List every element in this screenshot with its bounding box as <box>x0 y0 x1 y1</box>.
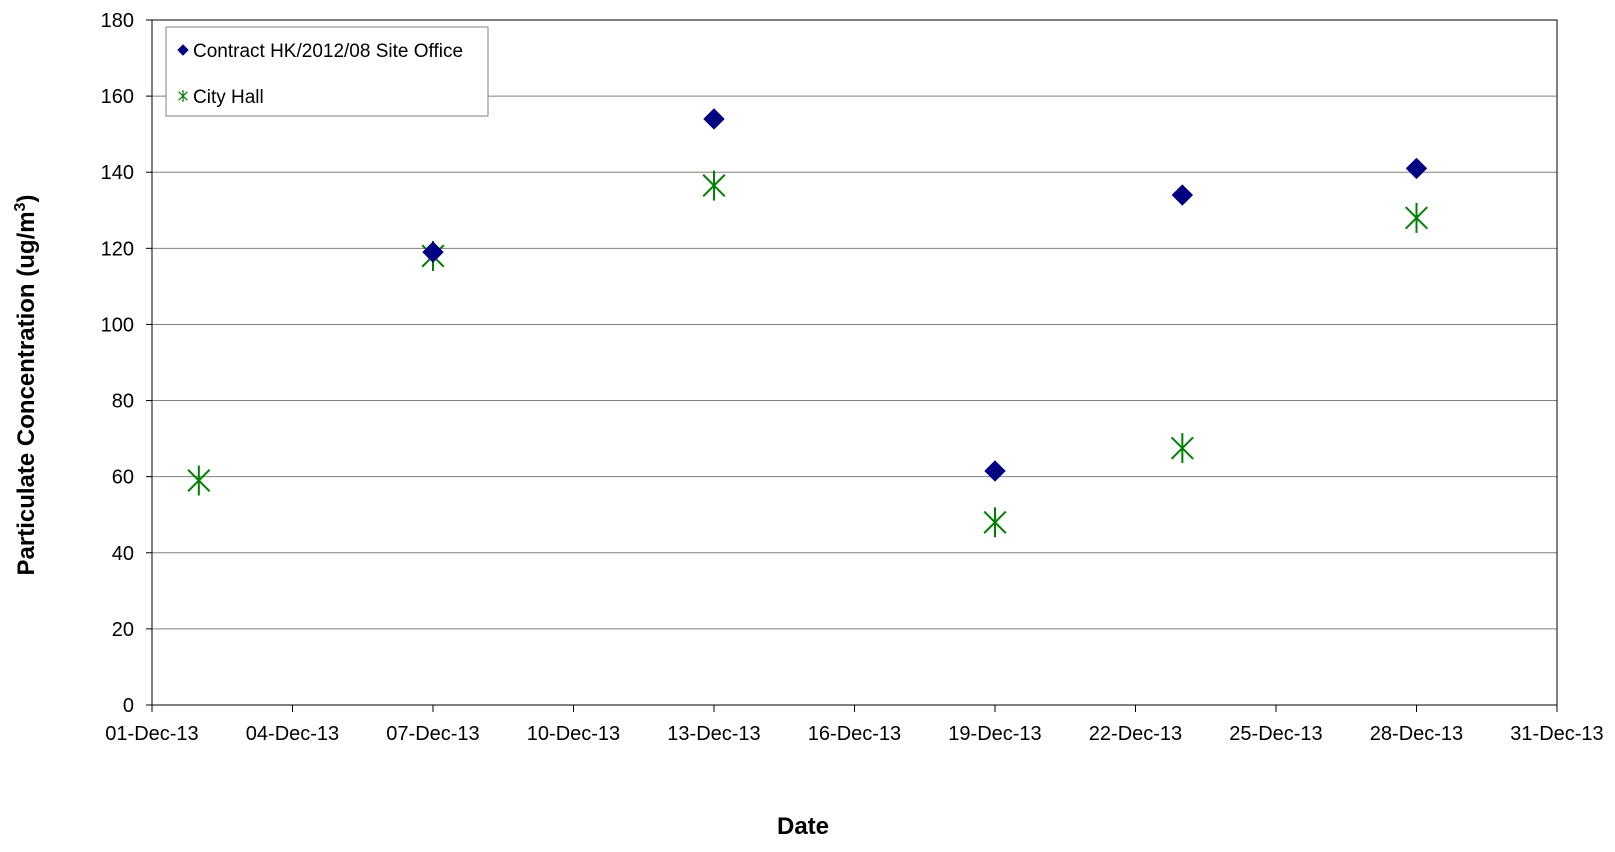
plot-area <box>151 19 1558 706</box>
city-hall-point <box>702 170 726 201</box>
y-tick-label: 160 <box>101 86 134 108</box>
y-tick-label: 40 <box>112 543 134 565</box>
x-tick-label: 04-Dec-13 <box>246 723 339 745</box>
x-axis: 01-Dec-13 04-Dec-13 07-Dec-13 10-Dec-13 13-D… <box>105 705 1604 745</box>
y-axis-title: Particulate Concentration (ug/m3) <box>12 195 40 576</box>
x-tick-label: 28-Dec-13 <box>1370 723 1463 745</box>
x-tick-label: 31-Dec-13 <box>1510 723 1603 745</box>
site-office-point <box>703 108 725 130</box>
x-tick-label: 22-Dec-13 <box>1089 723 1182 745</box>
x-tick-label: 10-Dec-13 <box>527 723 620 745</box>
legend-label: City Hall <box>193 87 264 108</box>
legend-symbol-site-office <box>177 44 189 56</box>
y-tick-label: 60 <box>112 467 134 489</box>
x-tick-label: 13-Dec-13 <box>667 723 760 745</box>
y-tick-label: 80 <box>112 391 134 413</box>
x-tick-label: 07-Dec-13 <box>386 723 479 745</box>
city-hall-point <box>1404 202 1429 233</box>
data-points <box>187 108 1429 538</box>
site-office-point <box>984 460 1006 482</box>
y-axis: 0 20 40 60 80 100 120 140 160 180 <box>101 10 152 717</box>
city-hall-point <box>983 507 1007 538</box>
site-office-point <box>1171 184 1194 206</box>
x-tick-label: 19-Dec-13 <box>948 723 1041 745</box>
city-hall-point <box>1170 433 1194 464</box>
y-tick-label: 140 <box>101 162 134 184</box>
y-axis-title-main: Particulate Concentration (ug/m <box>13 211 40 575</box>
legend-symbol-city-hall <box>178 90 188 102</box>
city-hall-point <box>187 465 211 496</box>
x-tick-label: 16-Dec-13 <box>808 723 901 745</box>
x-tick-label: 25-Dec-13 <box>1229 723 1322 745</box>
x-tick-label: 01-Dec-13 <box>105 723 198 745</box>
y-axis-title-close: ) <box>13 195 40 203</box>
site-office-point <box>1405 157 1428 180</box>
legend: Contract HK/2012/08 Site Office City Hall <box>165 26 489 117</box>
y-tick-label: 0 <box>123 695 134 717</box>
y-tick-label: 20 <box>112 619 134 641</box>
grid-lines <box>152 95 1557 630</box>
y-tick-label: 120 <box>101 238 134 260</box>
site-office-point <box>422 241 444 263</box>
legend-label: Contract HK/2012/08 Site Office <box>193 41 463 62</box>
y-tick-label: 100 <box>101 314 134 336</box>
legend-box <box>165 26 489 117</box>
x-axis-title: Date <box>777 813 829 840</box>
y-tick-label: 180 <box>101 10 134 32</box>
y-axis-title-superscript: 3 <box>12 202 29 211</box>
